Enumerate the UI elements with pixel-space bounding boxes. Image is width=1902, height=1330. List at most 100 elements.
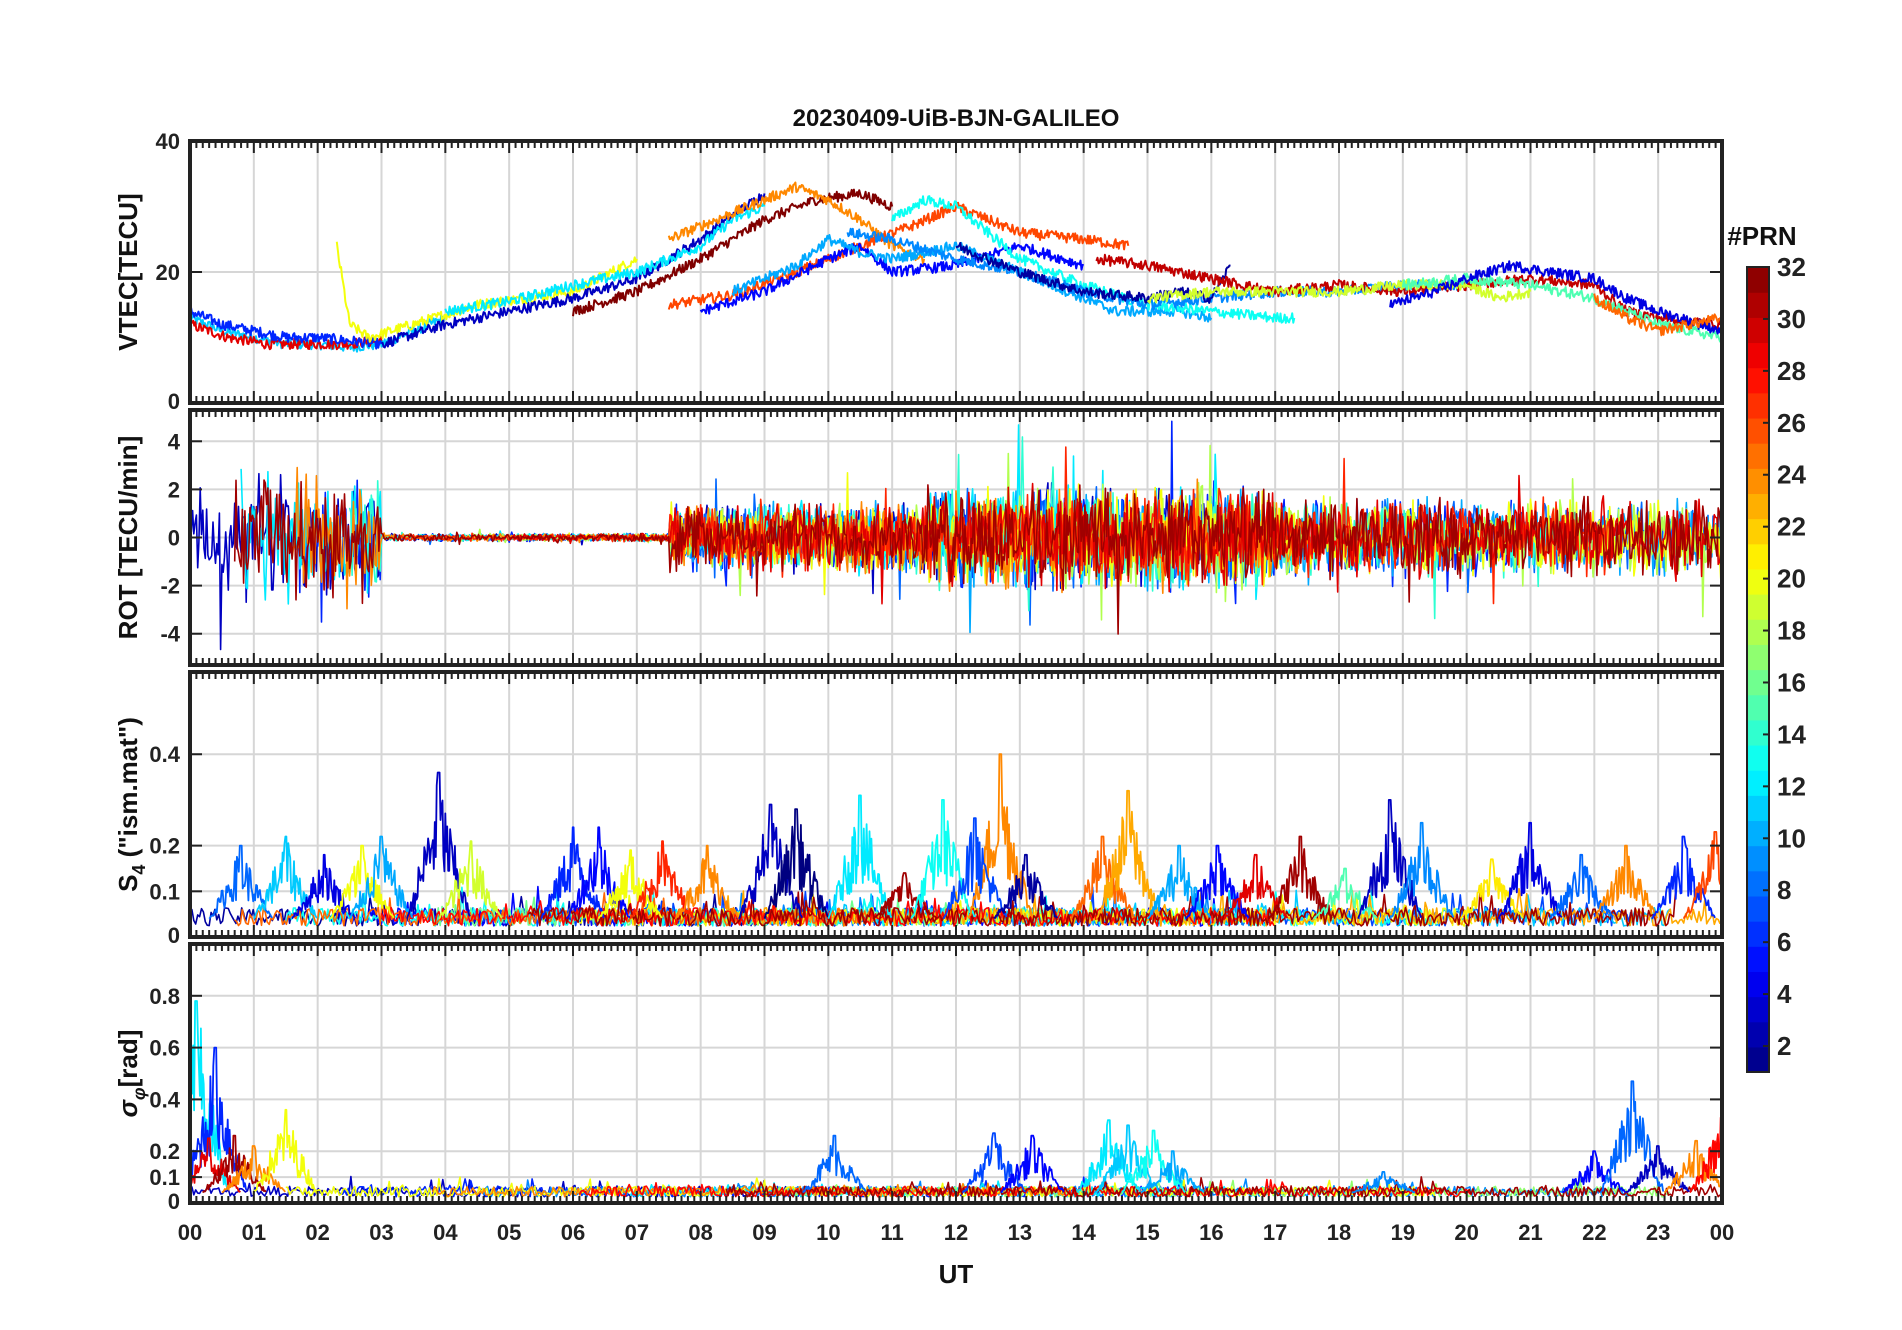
colorbar-segment xyxy=(1747,795,1769,822)
y-tick-label: 0.4 xyxy=(149,742,180,767)
data-layer xyxy=(190,753,1722,927)
colorbar-tick-label: 26 xyxy=(1777,408,1806,438)
colorbar-tick-label: 4 xyxy=(1777,979,1792,1009)
s4-peak-28 xyxy=(1389,821,1455,919)
s4-peak-18 xyxy=(942,817,1008,920)
vtec-series-prn-4 xyxy=(1389,260,1722,335)
sigma-peak-10 xyxy=(1095,1124,1160,1194)
colorbar-tick-label: 10 xyxy=(1777,823,1806,853)
label-part: [rad] xyxy=(113,1030,143,1088)
colorbar-segment xyxy=(1747,921,1769,947)
x-tick-label: 12 xyxy=(944,1220,968,1245)
colorbar-segment xyxy=(1747,895,1769,922)
s4-peak-25 xyxy=(1268,835,1333,920)
s4-peak-19 xyxy=(993,853,1059,920)
vtec-series-prn-15 xyxy=(1401,272,1722,344)
sigma-peak-3 xyxy=(202,1134,267,1194)
panel-2: -4 -2 0 2 4 ROT [TECU/min] xyxy=(113,408,1724,667)
s4-peak-4 xyxy=(348,835,414,920)
colorbar-segment xyxy=(1747,619,1769,645)
colorbar-segment xyxy=(1747,267,1769,293)
grid xyxy=(189,944,1723,1204)
colorbar-segment xyxy=(1747,694,1769,721)
title-layer: 20230409-UiB-BJN-GALILEO xyxy=(793,105,1120,132)
vtec-series-prn-12 xyxy=(444,202,766,316)
x-tick-label: 08 xyxy=(688,1220,712,1245)
s4-peak-6 xyxy=(438,840,503,920)
label-subscript: 4 xyxy=(129,865,149,875)
vtec-series-prn-2 xyxy=(955,241,1231,304)
vtec-series-prn-29 xyxy=(190,319,383,351)
vtec-series-prn-32 xyxy=(572,188,894,317)
s4-peak-14 xyxy=(827,794,893,920)
s4-peak-1 xyxy=(253,835,318,920)
s4-baseline-prn-31 xyxy=(527,887,1677,927)
vtec-series-prn-10 xyxy=(731,234,1213,323)
colorbar-segment xyxy=(1747,392,1769,419)
s4-peak-9 xyxy=(597,849,663,920)
sigma-peak-11 xyxy=(1121,1129,1186,1194)
y-tick-label: -2 xyxy=(160,574,180,599)
data-layer xyxy=(190,181,1722,353)
colorbar-segment xyxy=(1747,292,1769,318)
y-axis-label: σφ[rad] xyxy=(113,1030,149,1118)
colorbar-tick-label: 22 xyxy=(1777,512,1806,542)
sigma-peak-9 xyxy=(1076,1119,1142,1194)
colorbar-segment xyxy=(1747,946,1769,972)
data-layer xyxy=(190,420,1722,651)
colorbar-segment xyxy=(1747,417,1769,444)
colorbar-segment xyxy=(1747,719,1769,746)
y-tick-label: 20 xyxy=(156,260,180,285)
colorbar-segment xyxy=(1747,971,1769,998)
vtec-series-prn-6 xyxy=(190,306,383,350)
s4-peak-34 xyxy=(1682,831,1722,920)
sigma-peak-13 xyxy=(1351,1171,1416,1194)
colorbar-segment xyxy=(1747,367,1769,394)
colorbar-segment xyxy=(1747,1021,1769,1048)
label-part: S xyxy=(113,875,143,892)
s4-peak-32 xyxy=(1593,844,1659,920)
sigma-peak-17 xyxy=(1663,1139,1722,1194)
s4-peak-12 xyxy=(738,803,804,920)
x-tick-label: 00 xyxy=(1710,1220,1734,1245)
colorbar-segment xyxy=(1747,996,1769,1023)
y-tick-label: 0 xyxy=(168,923,180,948)
s4-peak-17 xyxy=(967,753,1033,919)
s4-peak-22 xyxy=(1146,844,1212,920)
vtec-series-prn-5 xyxy=(699,242,1085,315)
colorbar-tick-label: 14 xyxy=(1777,719,1806,749)
s4-peak-33 xyxy=(1651,835,1716,920)
x-tick-label: 10 xyxy=(816,1220,840,1245)
colorbar-frame xyxy=(1746,266,1770,1073)
y-tick-label: 4 xyxy=(168,429,181,454)
x-tick-label: 14 xyxy=(1071,1220,1096,1245)
y-tick-label: 0.4 xyxy=(149,1087,180,1112)
s4-peak-7 xyxy=(540,826,605,920)
colorbar-label: #PRN xyxy=(1727,221,1796,251)
s4-peak-0 xyxy=(208,844,273,920)
y-tick-label: 0 xyxy=(168,1189,180,1214)
x-tick-label: 23 xyxy=(1646,1220,1670,1245)
panel-1: 0 20 40 VTEC[TECU] xyxy=(113,129,1724,414)
s4-peak-29 xyxy=(1459,858,1524,920)
s4-peak-30 xyxy=(1497,821,1563,920)
x-tick-label: 21 xyxy=(1518,1220,1542,1245)
s4-peak-31 xyxy=(1549,853,1614,920)
colorbar-tick-label: 12 xyxy=(1777,771,1806,801)
x-axis-layer: 00 01 02 03 04 05 06 07 08 09 10 11 12 13 14 15 16 17 18 19… xyxy=(178,1220,1734,1289)
y-tick-label: 0.6 xyxy=(149,1036,180,1061)
x-tick-label: 18 xyxy=(1327,1220,1351,1245)
colorbar-segment xyxy=(1747,644,1769,671)
x-tick-label: 02 xyxy=(305,1220,329,1245)
vtec-series-prn-20 xyxy=(335,241,638,343)
colorbar-segment xyxy=(1747,845,1769,872)
panel-4: 00.10.20.40.60.8σφ[rad] xyxy=(113,942,1724,1214)
s4-peak-24 xyxy=(1223,853,1289,920)
colorbar-segment xyxy=(1747,443,1769,469)
colorbar-tick-label: 8 xyxy=(1777,875,1791,905)
y-tick-label: 2 xyxy=(168,477,180,502)
vtec-series-prn-13 xyxy=(891,195,1296,324)
